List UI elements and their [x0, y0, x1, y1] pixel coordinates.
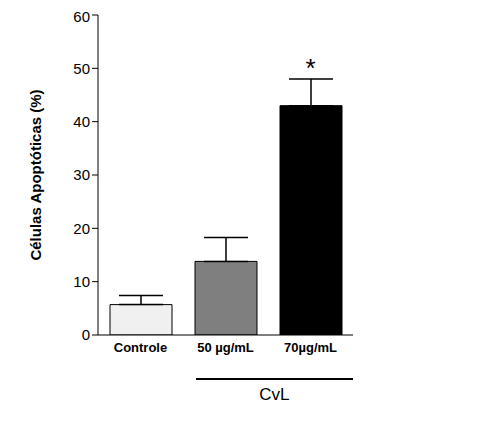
svg-text:50: 50 [73, 60, 90, 77]
svg-text:*: * [305, 53, 315, 83]
svg-text:70µg/mL: 70µg/mL [284, 340, 337, 355]
svg-text:10: 10 [73, 273, 90, 290]
svg-text:20: 20 [73, 220, 90, 237]
svg-text:30: 30 [73, 166, 90, 183]
svg-text:40: 40 [73, 113, 90, 130]
svg-text:Células Apoptóticas (%): Células Apoptóticas (%) [27, 89, 44, 260]
svg-text:60: 60 [73, 8, 90, 25]
svg-text:Controle: Controle [114, 340, 167, 355]
svg-text:50 µg/mL: 50 µg/mL [197, 340, 254, 355]
svg-text:0: 0 [82, 326, 90, 343]
html-text:CvL: CvL [259, 385, 290, 404]
